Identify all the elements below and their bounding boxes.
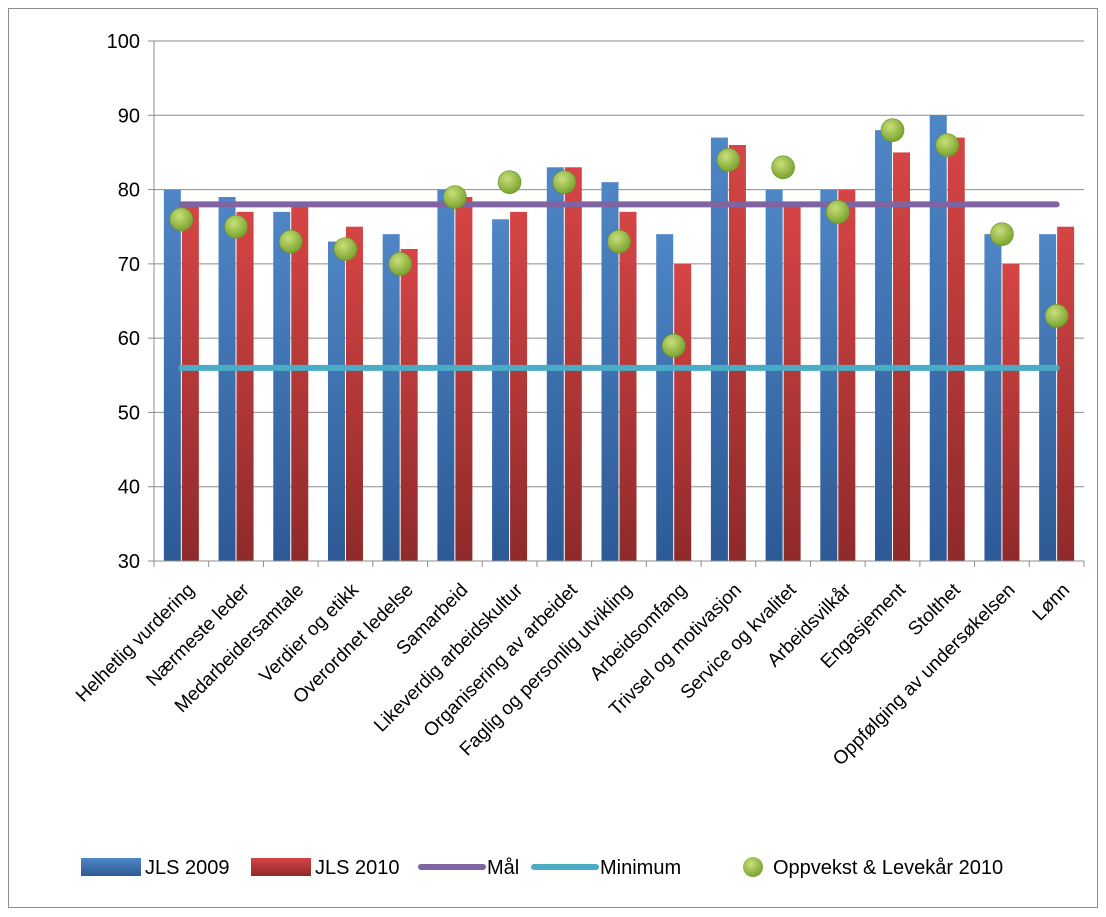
ytick-label-30: 30 xyxy=(118,551,140,573)
point-oppvekst-15 xyxy=(990,222,1014,246)
ytick-label-50: 50 xyxy=(118,402,140,424)
bar-jls-2009-1 xyxy=(218,197,236,561)
bar-jls-2009-12 xyxy=(820,189,838,562)
bar-jls-2010-7 xyxy=(564,167,582,562)
point-oppvekst-0 xyxy=(169,207,194,232)
legend-jls-2009-swatch xyxy=(81,858,141,876)
point-oppvekst-11 xyxy=(771,155,795,180)
legend-oppvekst-levek-r-2010-swatch xyxy=(743,857,763,877)
bar-jls-2010-13 xyxy=(893,152,911,561)
chart-frame: 30 40 50 60 70 80 90 100 Helhetlig vurdering Nær… xyxy=(8,8,1098,908)
ytick-label-60: 60 xyxy=(118,328,140,350)
bar-jls-2009-13 xyxy=(875,130,893,561)
gridlines xyxy=(154,40,1084,562)
bars xyxy=(163,115,1075,562)
category-label-9: Arbeidsomfang xyxy=(586,580,691,685)
ytick-label-40: 40 xyxy=(118,477,140,499)
bar-jls-2009-0 xyxy=(163,189,181,562)
bar-jls-2010-8 xyxy=(619,211,637,561)
point-oppvekst-1 xyxy=(224,214,248,239)
legend-jls-2010-swatch xyxy=(251,858,311,876)
scatter-points xyxy=(169,118,1069,358)
legend-oppvekst-levek-r-2010-label: Oppvekst & Levekår 2010 xyxy=(773,857,1003,879)
point-oppvekst-8 xyxy=(607,229,631,254)
bar-jls-2009-6 xyxy=(492,219,510,562)
legend: JLS 2009 JLS 2010 Mål Minimum Oppvekst & Lev… xyxy=(81,857,1003,879)
bar-jls-2009-7 xyxy=(546,167,564,562)
axes xyxy=(153,41,1085,567)
point-oppvekst-9 xyxy=(661,333,686,358)
point-oppvekst-14 xyxy=(935,133,960,157)
ytick-label-80: 80 xyxy=(118,180,140,202)
bar-jls-2010-14 xyxy=(947,137,965,562)
point-oppvekst-2 xyxy=(278,229,303,254)
bar-jls-2009-3 xyxy=(327,241,345,562)
bar-jls-2010-2 xyxy=(291,204,309,561)
ytick-label-100: 100 xyxy=(107,31,140,53)
point-oppvekst-12 xyxy=(826,200,850,224)
bar-jls-2010-6 xyxy=(510,211,528,561)
point-oppvekst-6 xyxy=(497,170,522,194)
bar-jls-2009-11 xyxy=(765,189,783,562)
bar-jls-2009-4 xyxy=(382,234,400,561)
bar-jls-2010-10 xyxy=(728,145,746,561)
legend-jls-2009-label: JLS 2009 xyxy=(145,857,230,879)
reference-lines xyxy=(178,201,1060,371)
legend-m-l-label: Mål xyxy=(487,857,519,879)
legend-jls-2010-label: JLS 2010 xyxy=(315,857,400,879)
point-oppvekst-13 xyxy=(880,118,905,142)
bar-jls-2009-9 xyxy=(656,234,674,561)
bar-jls-2009-2 xyxy=(273,211,291,561)
bar-jls-2009-10 xyxy=(710,137,728,562)
bar-jls-2010-16 xyxy=(1057,226,1075,561)
point-oppvekst-16 xyxy=(1044,304,1069,328)
bar-jls-2009-14 xyxy=(929,115,947,562)
bar-jls-2010-4 xyxy=(400,249,418,561)
point-oppvekst-7 xyxy=(552,170,577,194)
ytick-label-90: 90 xyxy=(118,105,140,127)
bar-jls-2010-9 xyxy=(674,263,692,561)
point-oppvekst-3 xyxy=(333,237,358,261)
bar-jls-2010-15 xyxy=(1002,263,1020,561)
category-label-16: Lønn xyxy=(1029,580,1074,625)
bar-jls-2010-11 xyxy=(783,204,801,561)
bar-jls-2010-1 xyxy=(236,211,254,561)
ytick-label-70: 70 xyxy=(118,254,140,276)
bar-jls-2009-15 xyxy=(984,234,1002,561)
legend-minimum-label: Minimum xyxy=(600,857,681,879)
bar-jls-2010-0 xyxy=(181,204,199,561)
bar-jls-2010-5 xyxy=(455,197,473,561)
bar-jls-2009-16 xyxy=(1039,234,1057,561)
point-oppvekst-5 xyxy=(443,185,467,209)
bar-jls-2009-8 xyxy=(601,182,619,561)
point-oppvekst-4 xyxy=(388,252,412,276)
bar-chart: 30 40 50 60 70 80 90 100 Helhetlig vurderingNær… xyxy=(72,31,1085,879)
y-axis-ticks: 30 40 50 60 70 80 90 100 xyxy=(107,31,154,573)
category-label-3: Verdier og etikk xyxy=(256,579,364,687)
bar-jls-2009-5 xyxy=(437,189,455,562)
bar-jls-2010-3 xyxy=(345,226,363,561)
point-oppvekst-10 xyxy=(716,148,741,172)
bar-jls-2010-12 xyxy=(838,189,856,562)
